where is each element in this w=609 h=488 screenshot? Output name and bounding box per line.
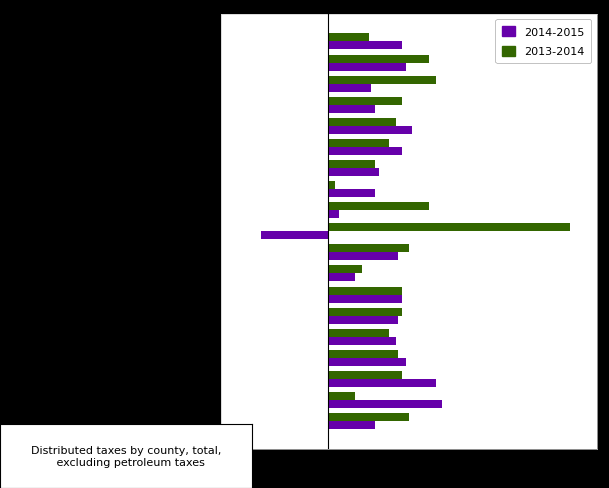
Bar: [328, 413, 409, 421]
Bar: [328, 287, 402, 295]
Bar: [328, 203, 429, 211]
Bar: [328, 34, 368, 42]
Bar: [328, 169, 379, 177]
Bar: [328, 329, 389, 337]
Bar: [328, 140, 389, 147]
Bar: [328, 105, 375, 114]
Bar: [328, 42, 402, 50]
Bar: [328, 295, 402, 303]
Bar: [328, 211, 339, 219]
Bar: [328, 400, 443, 408]
Bar: [328, 392, 355, 400]
Bar: [328, 358, 406, 366]
Bar: [328, 350, 398, 358]
Bar: [328, 245, 409, 253]
Bar: [328, 77, 436, 84]
Bar: [328, 337, 395, 345]
Bar: [328, 316, 398, 324]
Bar: [328, 182, 335, 190]
Bar: [328, 126, 412, 135]
Bar: [328, 98, 402, 105]
Bar: [328, 379, 436, 387]
Bar: [328, 190, 375, 198]
Bar: [328, 308, 402, 316]
Bar: [328, 119, 395, 126]
Bar: [328, 56, 429, 63]
Bar: [328, 253, 398, 261]
Text: Distributed taxes by county, total,
   excluding petroleum taxes: Distributed taxes by county, total, excl…: [30, 446, 221, 467]
Bar: [328, 84, 371, 92]
Bar: [328, 63, 406, 71]
Bar: [328, 161, 375, 169]
Bar: [261, 232, 328, 240]
Bar: [328, 421, 375, 429]
Bar: [328, 147, 402, 156]
Bar: [328, 224, 570, 232]
Legend: 2014-2015, 2013-2014: 2014-2015, 2013-2014: [495, 20, 591, 64]
Bar: [328, 266, 362, 274]
Bar: [328, 371, 402, 379]
Bar: [328, 274, 355, 282]
